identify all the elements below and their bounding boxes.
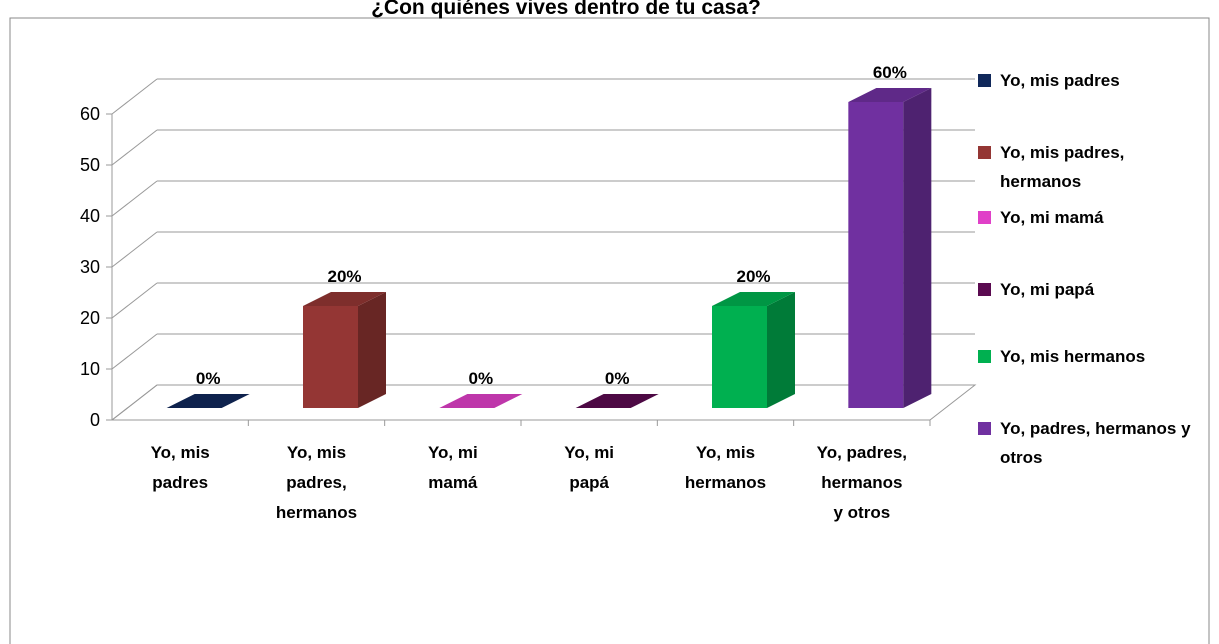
bar-top	[712, 292, 795, 306]
legend-swatch	[978, 422, 991, 435]
y-tick-label: 10	[80, 359, 100, 379]
x-tick-label: Yo, mis padres	[151, 443, 210, 492]
chart-border	[9, 17, 1210, 644]
data-label: 0%	[196, 369, 221, 388]
legend-label: Yo, padres, hermanos y otros	[1000, 419, 1191, 467]
data-label: 20%	[736, 267, 770, 286]
bar	[439, 394, 523, 408]
grid-line	[111, 282, 158, 319]
x-tick-label: Yo, mis hermanos	[685, 443, 766, 492]
grid-line	[111, 384, 158, 421]
legend-label: Yo, mis padres	[1000, 71, 1120, 90]
y-tick-label: 20	[80, 308, 100, 328]
data-label: 60%	[873, 63, 907, 82]
legend-swatch	[978, 211, 991, 224]
bar-front	[848, 102, 904, 408]
y-tick-label: 60	[80, 104, 100, 124]
bar	[303, 292, 386, 408]
bar-side	[767, 292, 795, 408]
chart-title: ¿Con quiénes vives dentro de tu casa?	[371, 0, 761, 19]
legend-swatch	[978, 283, 991, 296]
grid-line	[111, 180, 158, 217]
bar-top	[848, 88, 932, 102]
legend-swatch	[978, 146, 991, 159]
grid-line	[111, 78, 158, 115]
y-tick-label: 50	[80, 155, 100, 175]
bar-top	[303, 292, 386, 306]
bar-top	[166, 394, 250, 408]
legend-label: Yo, mi mamá	[1000, 208, 1104, 227]
bar-top	[575, 394, 659, 408]
bar-front	[303, 306, 358, 408]
legend-label: Yo, mis hermanos	[1000, 347, 1145, 366]
y-tick-label: 0	[90, 410, 100, 430]
bar	[712, 292, 795, 408]
x-tick-label: Yo, padres, hermanos y otros	[817, 443, 907, 522]
legend-swatch	[978, 74, 991, 87]
data-label: 0%	[605, 369, 630, 388]
legend-label: Yo, mi papá	[1000, 280, 1095, 299]
x-tick-label: Yo, mi mamá	[428, 443, 478, 492]
y-tick-label: 30	[80, 257, 100, 277]
legend-swatch	[978, 350, 991, 363]
grid-line	[111, 231, 158, 268]
legend-label: Yo, mis padres, hermanos	[1000, 143, 1124, 191]
bar	[166, 394, 250, 408]
grid-line	[111, 129, 158, 166]
bar-side	[358, 292, 386, 408]
x-tick-label: Yo, mi papá	[564, 443, 614, 492]
grid-line	[111, 333, 158, 370]
bar	[848, 88, 932, 408]
bar	[575, 394, 659, 408]
data-label: 0%	[469, 369, 494, 388]
bar-top	[439, 394, 523, 408]
x-tick-label: Yo, mis padres, hermanos	[276, 443, 357, 522]
data-label: 20%	[327, 267, 361, 286]
bar-front	[712, 306, 767, 408]
y-tick-label: 40	[80, 206, 100, 226]
bar-side	[903, 88, 932, 408]
